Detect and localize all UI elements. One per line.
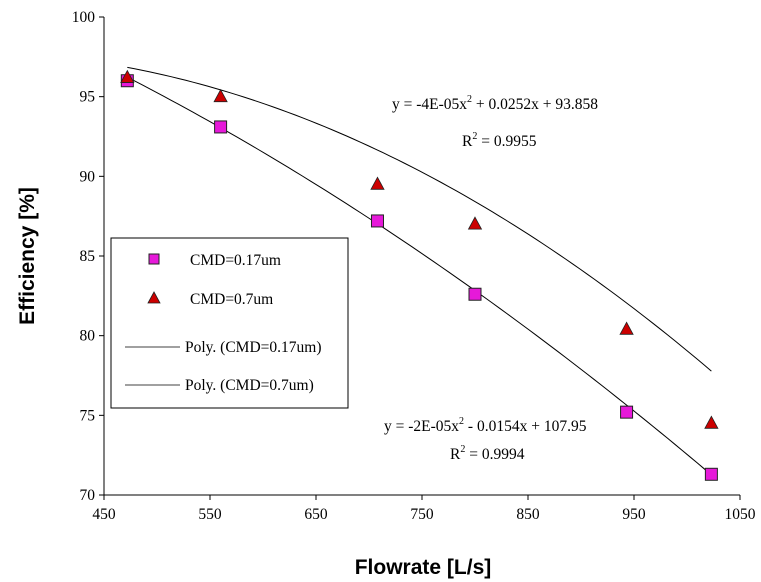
trendline-1	[127, 66, 712, 372]
marker-triangle	[467, 216, 483, 230]
marker-square	[620, 405, 634, 419]
marker-square	[704, 467, 718, 481]
marker-square	[468, 287, 482, 301]
y-tick-label: 100	[72, 9, 96, 26]
y-tick-label: 75	[80, 407, 96, 424]
x-tick-label: 850	[516, 506, 540, 523]
marker-triangle	[120, 69, 135, 83]
legend-label-poly-0.17: Poly. (CMD=0.17um)	[185, 339, 321, 356]
y-tick-label: 80	[80, 328, 96, 345]
y-tick-label: 85	[80, 248, 96, 265]
x-tick-label: 950	[622, 506, 646, 523]
marker-triangle	[370, 176, 385, 190]
y-axis-ticks: 70 75 80 85 90 95 100	[72, 9, 104, 504]
x-axis-ticks: 450 550 650 750 850 950 1050	[92, 495, 756, 523]
x-axis-title: Flowrate [L/s]	[355, 556, 492, 579]
r-squared-0.17um: R2 = 0.9994	[450, 444, 525, 463]
data-markers	[120, 69, 719, 481]
legend-box	[110, 237, 349, 409]
legend-label-poly-0.7: Poly. (CMD=0.7um)	[185, 377, 314, 394]
x-tick-label: 650	[304, 506, 328, 523]
legend-label-cmd-0.17: CMD=0.17um	[190, 252, 281, 269]
marker-triangle	[213, 88, 228, 103]
equation-0.17um: y = -2E-05x2 - 0.0154x + 107.95	[384, 416, 587, 435]
y-tick-label: 90	[80, 168, 96, 185]
marker-triangle	[704, 415, 719, 429]
equation-0.7um: y = -4E-05x2 + 0.0252x + 93.858	[392, 94, 598, 113]
marker-triangle	[619, 321, 634, 335]
legend-label-cmd-0.7: CMD=0.7um	[190, 291, 273, 308]
marker-square	[370, 214, 384, 228]
x-tick-label: 550	[198, 506, 222, 523]
legend-marker-triangle	[147, 291, 161, 304]
legend: CMD=0.17um CMD=0.7um Poly. (CMD=0.17um) …	[110, 237, 349, 409]
y-axis-title: Efficiency [%]	[16, 187, 39, 325]
y-tick-label: 70	[80, 487, 96, 504]
r-squared-0.7um: R2 = 0.9955	[462, 131, 537, 150]
marker-square	[214, 120, 228, 134]
x-tick-label: 450	[92, 506, 116, 523]
x-tick-label: 750	[410, 506, 434, 523]
x-tick-label: 1050	[725, 506, 756, 523]
legend-marker-square	[148, 253, 160, 265]
y-tick-label: 95	[80, 89, 96, 106]
